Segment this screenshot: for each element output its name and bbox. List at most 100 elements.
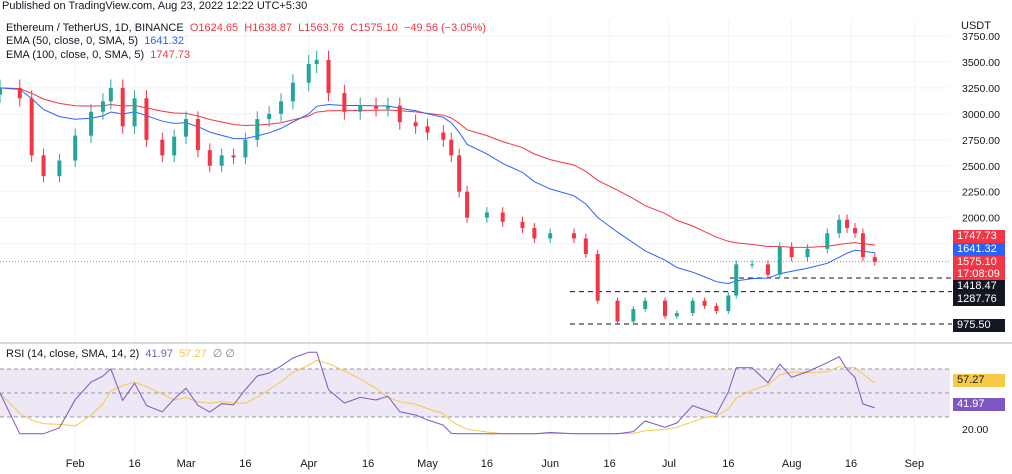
candle-body [750,264,755,266]
candle-body [674,313,679,317]
candle-body [457,155,462,192]
x-tick-label: Sep [905,458,925,470]
candle-body [615,300,620,322]
candle-body [184,119,189,137]
candle-body [643,300,648,310]
x-tick-label: Aug [782,458,802,470]
rsi-price-tag: 41.97 [953,398,1005,411]
level-1418-tag: 1418.47 [953,280,1005,293]
candle-body [73,135,78,161]
x-tick-label: Mar [177,458,196,470]
candle-body [571,233,576,239]
candle-body [132,98,137,127]
rsi-legend-value: 41.97 [145,348,173,360]
candle-body [789,246,794,258]
ema100-value: 1747.73 [150,49,191,61]
candle-body [690,300,695,314]
ema50-value: 1641.32 [144,35,184,47]
ohlc-legend: Ethereum / TetherUS, 1D, BINANCE O1624.6… [6,22,486,34]
candle-body [29,98,34,156]
candle-body [595,253,600,301]
ema50-legend[interactable]: EMA (50, close, 0, SMA, 5) 1641.32 [6,35,184,47]
y-tick-label: 3750.00 [962,31,1000,43]
x-tick-label: 16 [239,458,251,470]
candle-body [397,105,402,123]
y-tick-label: 2500.00 [962,161,1000,173]
candle-body [872,257,877,262]
ema100-label: EMA (100, close, 0, SMA, 5) [6,49,145,61]
candle-body [805,248,810,258]
ema100-price-tag: 1747.73 [953,230,1005,243]
x-tick-label: May [417,458,438,470]
y-tick-label: 2250.00 [962,187,1000,199]
candle-body [144,98,149,140]
candle-body [374,105,379,109]
candle-body [279,101,284,114]
candle-body [89,111,94,136]
change-value: −49.56 (−3.05%) [403,22,486,34]
candle-body [172,136,177,156]
candle-body [734,264,739,296]
x-tick-label: 16 [722,458,734,470]
candle-body [441,132,446,140]
candle-body [219,155,224,166]
ema50-price-tag: 1641.32 [953,243,1005,256]
rsi-sma-legend-value: 57.27 [179,348,207,360]
candle-body [207,150,212,166]
candle-body [243,139,248,158]
candle-body [57,160,62,177]
candle-body [326,59,331,94]
x-tick-label: Feb [66,458,85,470]
x-tick-label: Apr [300,458,317,470]
candle-body [231,155,236,158]
candle-body [532,228,537,239]
candle-body [837,219,842,234]
candle-body [663,300,667,317]
candle-body [583,238,588,254]
candle-body [41,155,46,177]
currency-label: USDT [961,20,991,32]
candle-body [342,93,347,112]
rsi-legend[interactable]: RSI (14, close, SMA, 14, 2) 41.97 57.27 … [6,347,235,360]
ema50-label: EMA (50, close, 0, SMA, 5) [6,35,139,47]
candle-body [777,246,782,275]
candle-body [500,212,505,222]
rsi-null-icons: ∅ ∅ [212,348,235,360]
candle-body [714,305,719,312]
candle-body [548,233,553,239]
symbol-label: Ethereum / TetherUS, 1D, BINANCE [6,22,184,34]
ema50-line [0,87,875,285]
candle-body [0,87,2,95]
x-tick-label: 16 [845,458,857,470]
published-note: Published on TradingView.com, Aug 23, 20… [2,0,308,12]
candle-body [160,139,165,156]
candle-body [195,119,200,151]
y-tick-label: 2750.00 [962,135,1000,147]
candle-body [449,139,454,156]
y-tick-label: 3000.00 [962,109,1000,121]
candle-body [385,105,390,109]
low-value: L1563.76 [298,22,345,34]
candle-body [726,295,731,312]
countdown-tag: 17:08:09 [953,268,1005,281]
y-tick-label: 2000.00 [962,213,1000,225]
candle-body [267,113,272,120]
x-tick-label: Jul [662,458,676,470]
candle-body [825,233,830,249]
rsi-label: RSI (14, close, SMA, 14, 2) [6,348,140,360]
candle-body [520,221,525,229]
level-1287-tag: 1287.76 [953,293,1005,306]
x-tick-label: 16 [362,458,374,470]
candle-body [845,219,850,229]
candle-body [631,309,636,322]
candle-body [17,87,22,99]
ema100-legend[interactable]: EMA (100, close, 0, SMA, 5) 1747.73 [6,49,190,61]
candle-body [358,105,363,112]
candle-body [108,87,113,102]
high-value: H1638.87 [244,22,292,34]
y-tick-label: 3500.00 [962,57,1000,69]
x-tick-label: Jun [541,458,559,470]
candle-body [255,119,260,140]
level-975-tag: 975.50 [953,319,1005,332]
